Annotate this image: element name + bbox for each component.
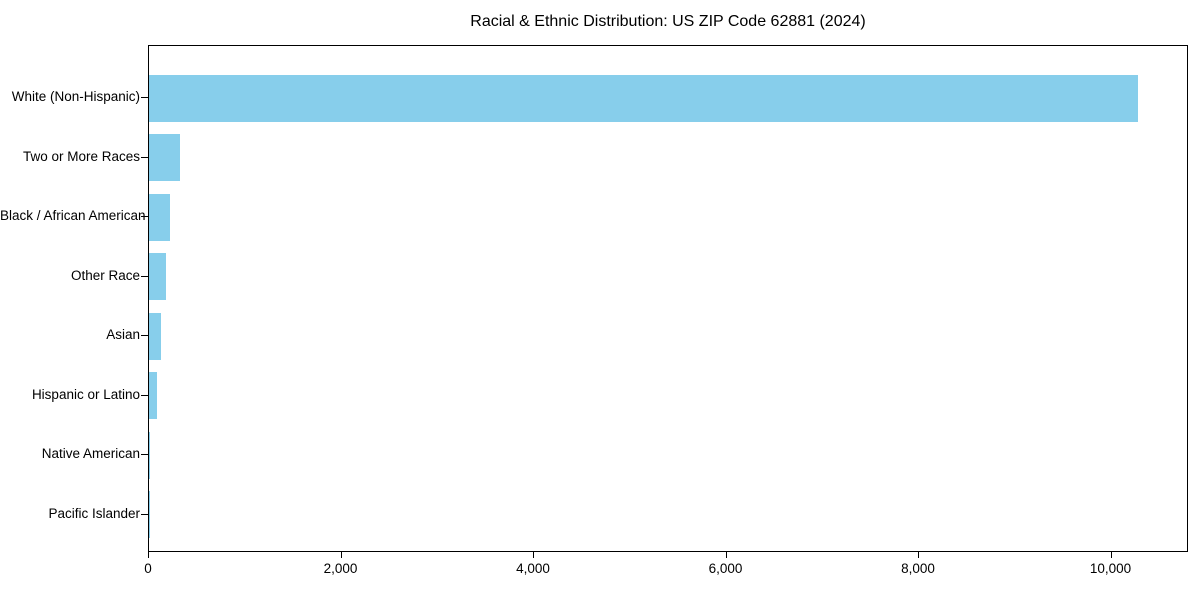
y-tick-label: Pacific Islander [48,505,140,521]
x-tick-mark [340,552,342,558]
bar-black-african-american [149,193,171,241]
y-tick-mark [141,454,148,456]
x-tick-mark [533,552,534,558]
x-tick-label: 10,000 [1089,561,1132,576]
bar-pacific-islander [149,491,150,539]
bar-native-american [149,431,151,479]
x-tick-label: 6,000 [708,561,743,576]
bar-white-non-hispanic [149,74,1139,122]
x-tick-label: 2,000 [323,561,358,576]
x-tick-mark [148,552,149,558]
x-tick-mark [1110,552,1112,558]
bar-other-race [149,253,167,301]
y-tick-label: Native American [41,446,140,462]
y-tick-label: Black / African American [0,208,146,224]
x-tick-label: 4,000 [516,561,550,576]
bar-two-or-more-races [149,134,181,182]
y-tick-mark [141,335,148,337]
bar-asian [149,312,161,360]
y-tick-mark [141,156,148,158]
y-tick-label: Hispanic or Latino [31,386,140,402]
plot-area [148,45,1188,552]
y-tick-label: Other Race [70,267,140,283]
y-tick-mark [141,216,148,218]
bar-hispanic-or-latino [149,372,158,420]
y-tick-label: White (Non-Hispanic) [11,89,140,104]
y-tick-mark [141,275,148,277]
x-tick-mark [725,552,727,558]
y-tick-mark [141,97,148,98]
x-tick-label: 8,000 [901,561,935,576]
chart-title: Racial & Ethnic Distribution: US ZIP Cod… [470,13,866,30]
y-tick-label: Two or More Races [22,148,140,164]
x-tick-mark [918,552,919,558]
y-tick-mark [141,394,148,396]
y-tick-mark [141,513,148,515]
x-tick-label: 0 [144,561,152,576]
y-tick-label: Asian [106,327,140,343]
